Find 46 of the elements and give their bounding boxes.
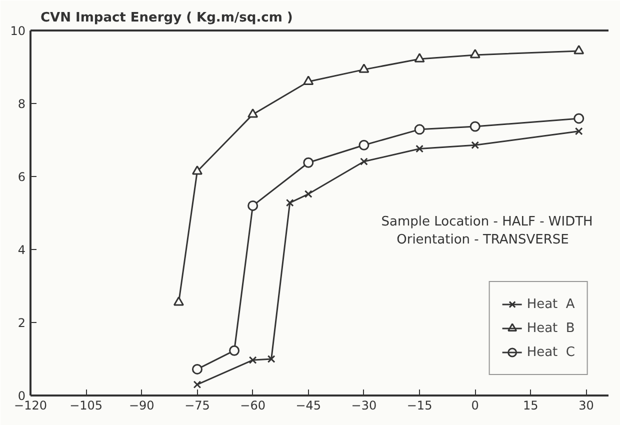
point [267, 355, 276, 363]
point [358, 140, 370, 150]
x-tick-label: −60 [240, 398, 266, 412]
x-tick-label: 15 [523, 398, 538, 412]
point [358, 64, 370, 73]
annotation: Orientation - TRANSVERSE [396, 232, 569, 248]
point [414, 124, 425, 135]
point [471, 141, 480, 150]
point [248, 356, 257, 364]
x-tick-label: 30 [578, 398, 594, 412]
x-tick-label: −45 [296, 398, 322, 412]
y-tick-label: 4 [18, 243, 26, 257]
point [192, 165, 202, 175]
point [173, 296, 184, 306]
x-tick-label: −105 [70, 398, 103, 412]
x-tick-label: −15 [406, 398, 432, 412]
point [304, 190, 312, 198]
y-tick-label: 8 [18, 97, 26, 111]
point [574, 44, 584, 54]
x-tick-label: −90 [128, 398, 154, 412]
legend-label: Heat A [526, 296, 575, 312]
x-tick-label: −75 [184, 398, 210, 412]
point [286, 198, 294, 207]
annotation: Sample Location - HALF - WIDTH [381, 214, 593, 230]
y-tick-label: 6 [18, 170, 26, 184]
x-tick-label: −30 [351, 398, 377, 412]
point [470, 121, 480, 132]
point [193, 380, 202, 388]
x-tick-label: 0 [471, 398, 479, 412]
legend-label: Heat C [526, 344, 575, 360]
point [416, 144, 424, 153]
point [470, 49, 480, 58]
point [574, 113, 584, 124]
legend-label: Heat B [526, 320, 575, 336]
y-tick-label: 10 [10, 24, 26, 38]
point [303, 157, 314, 168]
point [248, 108, 258, 118]
point [360, 158, 368, 166]
y-tick-label: 2 [18, 316, 26, 330]
point [229, 345, 240, 356]
point [248, 200, 258, 211]
y-axis-title: CVN Impact Energy ( Kg.m/sq.cm ) [40, 10, 293, 26]
point [303, 76, 314, 85]
point [414, 53, 425, 62]
point [574, 127, 583, 136]
point [192, 364, 202, 374]
